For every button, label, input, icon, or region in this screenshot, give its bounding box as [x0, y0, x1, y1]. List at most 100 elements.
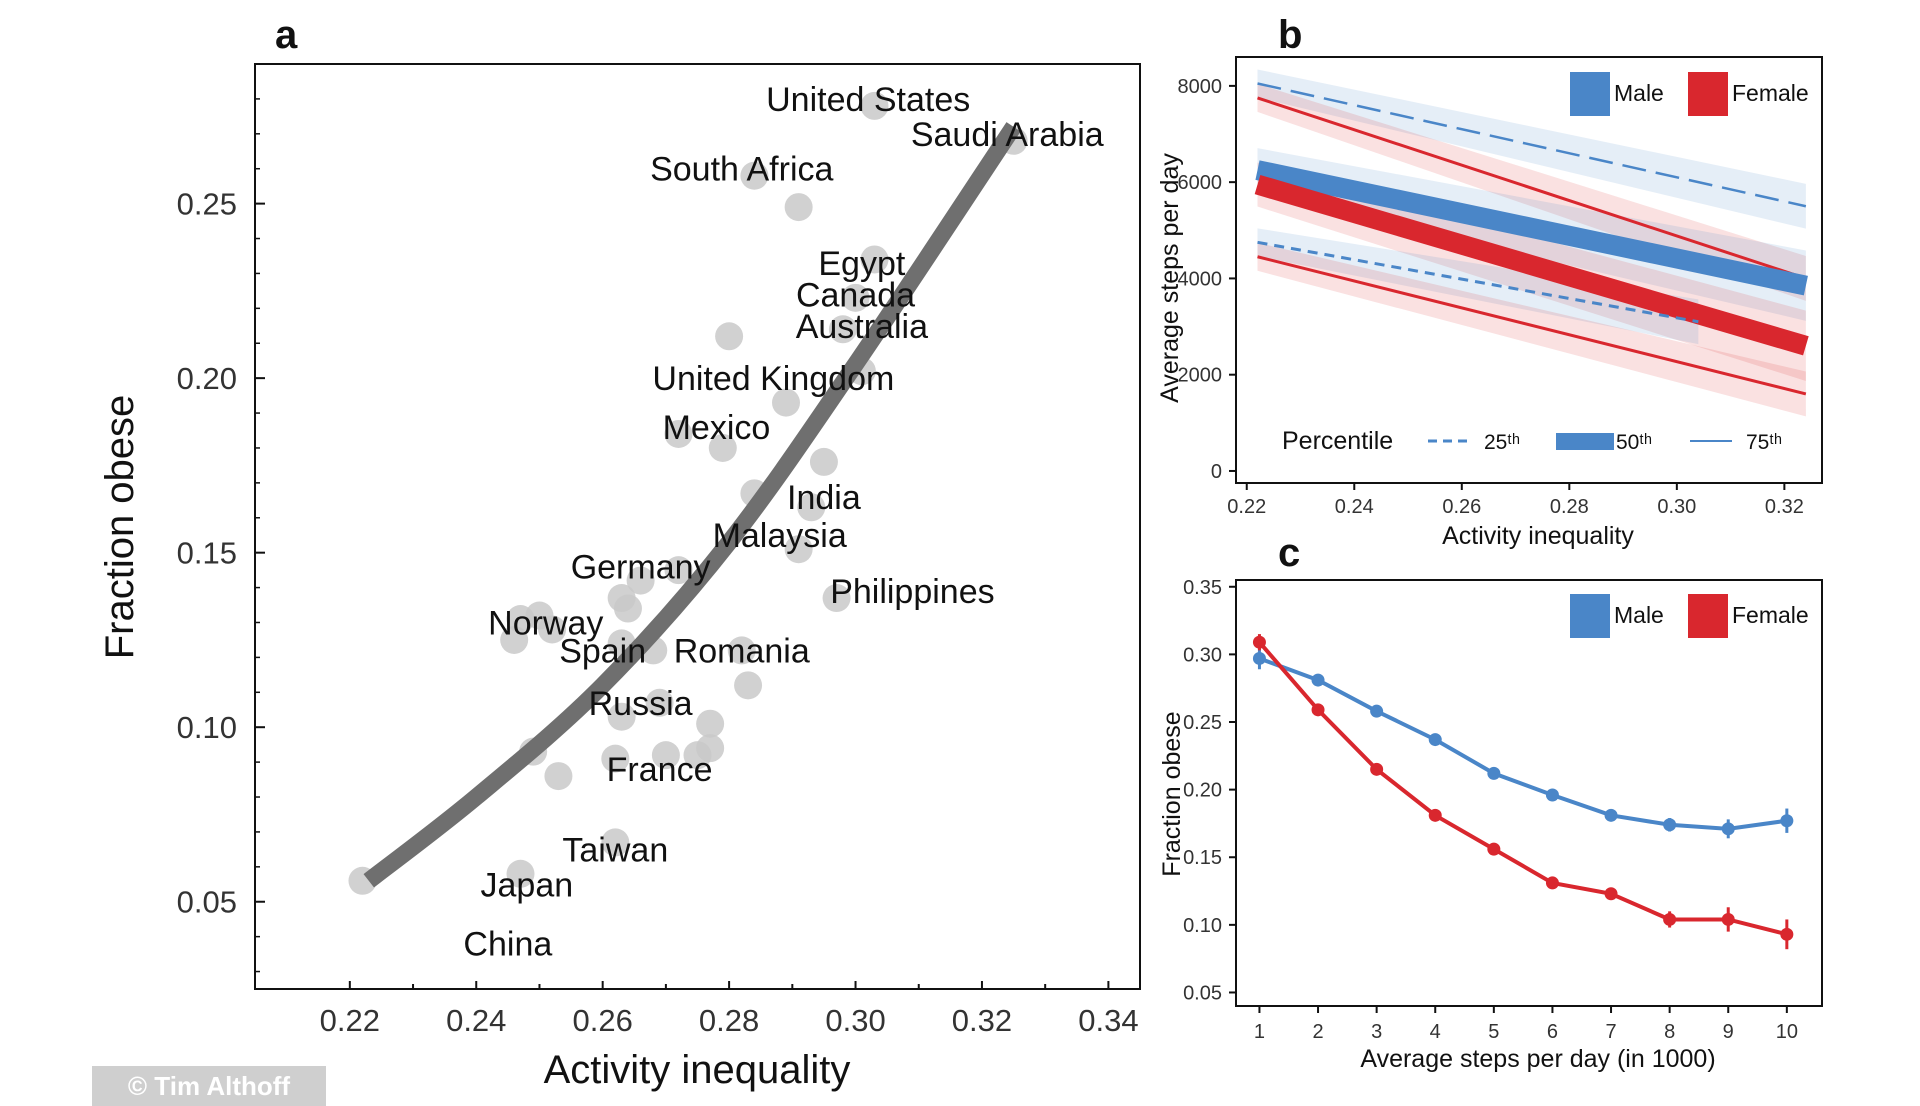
- panel-c-xtick-label: 1: [1254, 1021, 1265, 1043]
- panel-c-point-male: [1663, 818, 1677, 832]
- panel-a-point: [506, 859, 535, 888]
- panel-a-point: [607, 702, 636, 731]
- panel-a-point: [860, 245, 889, 274]
- panel-a-country-labels: United States South Africa Saudi Arabia Egy…: [463, 81, 1103, 964]
- panel-c-point-female: [1487, 842, 1501, 856]
- panel-a-point: [860, 91, 889, 120]
- panel-a-point: [708, 433, 737, 462]
- panel-c-point-male: [1545, 788, 1559, 802]
- panel-c-legend-female-swatch: [1688, 594, 1728, 638]
- panel-a-ytick-label: 0.25: [177, 187, 237, 222]
- panel-b-ylabel: Average steps per day: [1156, 153, 1184, 403]
- panel-a-point: [797, 493, 826, 522]
- panel-c-ylabel: Fraction obese: [1158, 711, 1186, 876]
- panel-b-legend-male-swatch: [1570, 72, 1610, 116]
- panel-a-country-label: Australia: [796, 308, 928, 346]
- panel-c-point-female: [1252, 635, 1266, 649]
- panel-b-ytick-label: 8000: [1178, 76, 1223, 98]
- panel-a-point: [727, 636, 756, 665]
- panel-a-point: [772, 388, 800, 417]
- panel-c-legend-female-label: Female: [1732, 602, 1809, 628]
- panel-c-xlabel: Average steps per day (in 1000): [1360, 1045, 1715, 1073]
- panel-b-xtick-label: 0.26: [1442, 496, 1481, 518]
- panel-c-point-female: [1545, 876, 1559, 890]
- panel-a-xtick-label: 0.24: [446, 1003, 506, 1038]
- panel-a-point: [784, 535, 813, 564]
- panel-a-xtick-label: 0.30: [825, 1003, 885, 1038]
- panel-a-country-label: United States: [766, 81, 970, 119]
- panel-a-ytick-label: 0.15: [177, 536, 237, 571]
- panel-c-ytick-label: 0.35: [1183, 577, 1222, 599]
- panel-a-point: [784, 193, 813, 222]
- panel-letter-a: a: [275, 13, 298, 57]
- panel-a-point: [601, 744, 630, 773]
- panel-c-ytick-label: 0.25: [1183, 712, 1222, 734]
- panel-c-ytick-label: 0.30: [1183, 644, 1222, 666]
- panel-b-xtick-label: 0.32: [1765, 496, 1804, 518]
- panel-b-line-male-50th: [1255, 160, 1808, 296]
- panel-a-point: [696, 734, 725, 763]
- panel-c-line-male: [1258, 656, 1788, 831]
- panel-a-point: [651, 741, 680, 770]
- panel-c-point-female: [1311, 703, 1325, 717]
- panel-a-country-label: Mexico: [663, 409, 771, 447]
- panel-b-lines: [1254, 82, 1809, 396]
- panel-a-country-label: United Kingdom: [652, 360, 894, 398]
- panel-a-country-label: South Africa: [650, 151, 833, 189]
- panel-a-country-label: Philippines: [830, 573, 994, 611]
- panel-b-xtick-label: 0.24: [1335, 496, 1374, 518]
- panel-b-legend-percentile-title: Percentile: [1282, 427, 1393, 455]
- panel-b-legend-50th-label: 50ᵗʰ: [1616, 431, 1652, 454]
- panel-letter-b: b: [1278, 13, 1302, 57]
- panel-a-country-label: Germany: [571, 549, 711, 587]
- panel-b-line-female-25th: [1257, 255, 1807, 396]
- panel-c-xtick-label: 7: [1605, 1021, 1616, 1043]
- panel-a-country-label: Taiwan: [562, 831, 668, 869]
- panel-a-point: [664, 556, 693, 585]
- panel-b-legend-female-swatch: [1688, 72, 1728, 116]
- panel-a-point: [500, 625, 529, 654]
- panel-a-country-label: Malaysia: [713, 517, 847, 555]
- panel-b-legend-50th-swatch: [1556, 433, 1614, 450]
- panel-a-country-label: Romania: [674, 632, 810, 670]
- panel-c-chart: 1 2 3 4 5 6 7 8 9 100.050.100.150.200.250.300.35 …: [1158, 577, 1823, 1073]
- panel-c-xtick-label: 5: [1488, 1021, 1499, 1043]
- panel-a-fit-curve: [363, 122, 1021, 888]
- panel-c-xtick-label: 2: [1312, 1021, 1323, 1043]
- panel-c-point-female: [1428, 808, 1442, 822]
- panel-a-country-label: Saudi Arabia: [911, 116, 1104, 154]
- panel-b-line-female-75th: [1257, 96, 1807, 280]
- panel-c-xtick-label: 3: [1371, 1021, 1382, 1043]
- panel-a-point: [613, 594, 642, 623]
- panel-b-xtick-label: 0.22: [1227, 496, 1266, 518]
- panel-b-ytick-label: 4000: [1178, 268, 1223, 290]
- panel-a-point: [544, 762, 573, 791]
- panel-a-country-label: Spain: [559, 632, 646, 670]
- panel-a-point: [715, 322, 744, 351]
- panel-a-point: [822, 584, 851, 613]
- panel-a-point: [601, 828, 630, 857]
- panel-a-point: [664, 420, 693, 448]
- panel-c-point-female: [1780, 927, 1794, 941]
- panel-c-xtick-label: 10: [1776, 1021, 1798, 1043]
- panel-c-point-female: [1721, 912, 1735, 926]
- panel-c-axes: 1 2 3 4 5 6 7 8 9 10 0.05 0.10 0.15 0.20 0.25 0.30 0.35: [1183, 577, 1798, 1043]
- panel-c-point-female: [1604, 887, 1618, 901]
- panel-a-chart: United States South Africa Saudi Arabia Egy…: [98, 63, 1141, 1092]
- panel-b-ytick-label: 6000: [1178, 172, 1223, 194]
- panel-b-chart: 0.22 0.24 0.26 0.28 0.30 0.32 0 2000 4000 6000 800…: [1156, 56, 1823, 550]
- panel-a-xtick-label: 0.28: [699, 1003, 759, 1038]
- panel-c-xtick-label: 9: [1723, 1021, 1734, 1043]
- panel-a-country-label: Russia: [589, 685, 693, 723]
- panel-b-xtick-label: 0.30: [1657, 496, 1696, 518]
- panel-c-ytick-label: 0.10: [1183, 915, 1222, 937]
- panel-b-axes: 0.22 0.24 0.26 0.28 0.30 0.32 0 2000 4000 6000 800…: [1178, 76, 1804, 518]
- panel-c-point-female: [1370, 762, 1384, 776]
- panel-a-ytick-label: 0.10: [177, 710, 237, 745]
- panel-letter-c: c: [1278, 531, 1300, 575]
- panel-c-line-female: [1257, 640, 1788, 937]
- panel-c-point-male: [1604, 808, 1618, 822]
- panel-b-confidence-bands: [1257, 69, 1806, 417]
- panel-a-point: [740, 161, 769, 190]
